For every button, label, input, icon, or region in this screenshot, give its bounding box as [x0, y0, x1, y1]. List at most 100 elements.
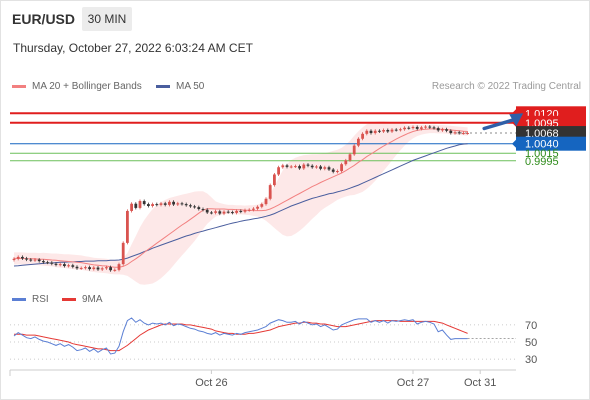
candle-body — [33, 259, 37, 261]
timeframe-button[interactable]: 30 MIN — [82, 7, 132, 31]
legend-rsi-label: RSI — [32, 294, 49, 305]
candle-body — [457, 132, 461, 134]
timestamp: Thursday, October 27, 2022 6:03:24 AM CE… — [13, 41, 253, 55]
candle-body — [180, 203, 184, 205]
candle-body — [29, 259, 33, 261]
credit-text: Research © 2022 Trading Central — [431, 81, 581, 92]
candle-body — [58, 264, 62, 266]
candle-body — [394, 129, 398, 131]
candle-body — [344, 160, 348, 165]
candle-body — [172, 201, 175, 205]
candle-body — [336, 171, 339, 173]
candle-body — [222, 211, 226, 214]
candle-body — [130, 203, 133, 211]
instrument-title: EUR/USD — [12, 11, 76, 27]
candle-body — [96, 267, 100, 270]
candle-body — [105, 267, 108, 269]
x-tick-label: Oct 27 — [397, 377, 429, 389]
candle-body — [243, 210, 247, 212]
candle-body — [252, 208, 255, 210]
candle-body — [214, 211, 217, 213]
legend-9ma-swatch — [62, 298, 76, 301]
candle-body — [302, 164, 306, 169]
candle-body — [294, 166, 297, 168]
candle-body — [306, 164, 310, 166]
candle-body — [407, 127, 411, 129]
projection-arrow-shaft — [482, 117, 517, 131]
bollinger-band — [14, 121, 468, 285]
candle-body — [92, 267, 96, 270]
legend-ma20-label: MA 20 + Bollinger Bands — [32, 81, 142, 92]
candle-body — [16, 256, 20, 259]
candle-body — [382, 130, 385, 132]
projection-arrow-head — [509, 113, 524, 127]
candle-body — [201, 209, 205, 211]
candle-body — [273, 174, 276, 186]
rsi-line — [13, 317, 468, 355]
candle-body — [428, 126, 432, 128]
candle-body — [445, 129, 448, 131]
candle-body — [289, 166, 293, 168]
level-label-1.0040: 1.0040 — [525, 139, 559, 151]
candle-body — [348, 154, 352, 161]
legend-rsi-swatch — [12, 298, 26, 301]
candle-body — [264, 198, 268, 205]
candle-body — [315, 166, 318, 168]
candle-body — [12, 258, 16, 260]
candle-body — [79, 267, 83, 269]
candle-body — [453, 132, 457, 134]
candle-body — [147, 204, 150, 207]
candle-body — [466, 133, 469, 135]
candle-body — [424, 126, 427, 128]
candle-body — [441, 129, 444, 131]
level-label-1.0015: 1.0015 — [525, 148, 559, 160]
legend-ma20-swatch — [12, 85, 26, 88]
candle-body — [21, 256, 24, 259]
legend-9ma-label: 9MA — [82, 294, 103, 305]
level-label-0.9995: 0.9995 — [525, 156, 559, 168]
candle-body — [176, 203, 180, 205]
candle-body — [134, 203, 138, 208]
candle-body — [352, 145, 356, 155]
candle-body — [327, 167, 331, 170]
candle-body — [193, 206, 196, 208]
candle-body — [159, 203, 163, 205]
candle-body — [285, 165, 289, 167]
legend-9ma: 9MA — [62, 294, 103, 305]
candle-body — [197, 207, 201, 210]
candle-body — [42, 261, 45, 263]
candle-body — [184, 204, 188, 206]
legend-ma50-swatch — [156, 85, 170, 88]
candle-body — [100, 268, 104, 270]
level-tag-1.0068 — [516, 126, 586, 141]
legend-rsi: RSI — [12, 294, 49, 305]
candle-body — [268, 185, 272, 199]
candle-body — [88, 267, 91, 270]
candle-body — [310, 165, 314, 168]
candle-body — [399, 129, 402, 131]
candle-body — [235, 210, 238, 213]
candle-body — [205, 209, 209, 213]
x-tick-label: Oct 26 — [195, 377, 227, 389]
rsi-tick-label: 70 — [525, 320, 537, 332]
candle-body — [231, 212, 234, 214]
candle-body — [218, 211, 222, 214]
candle-body — [411, 126, 415, 129]
level-label-1.0095: 1.0095 — [525, 118, 559, 130]
candle-body — [361, 133, 364, 139]
candle-body — [239, 210, 243, 212]
candle-body — [71, 265, 75, 267]
candle-body — [378, 130, 381, 132]
candle-body — [168, 201, 171, 205]
candle-body — [340, 164, 343, 172]
candle-body — [432, 127, 436, 129]
candle-body — [50, 262, 54, 264]
candle-body — [54, 263, 58, 265]
candle-body — [25, 258, 28, 260]
candle-body — [390, 129, 394, 132]
candle-body — [63, 264, 66, 267]
candle-body — [121, 242, 125, 265]
candle-body — [138, 201, 142, 208]
candle-body — [373, 130, 377, 134]
candle-body — [415, 126, 419, 129]
